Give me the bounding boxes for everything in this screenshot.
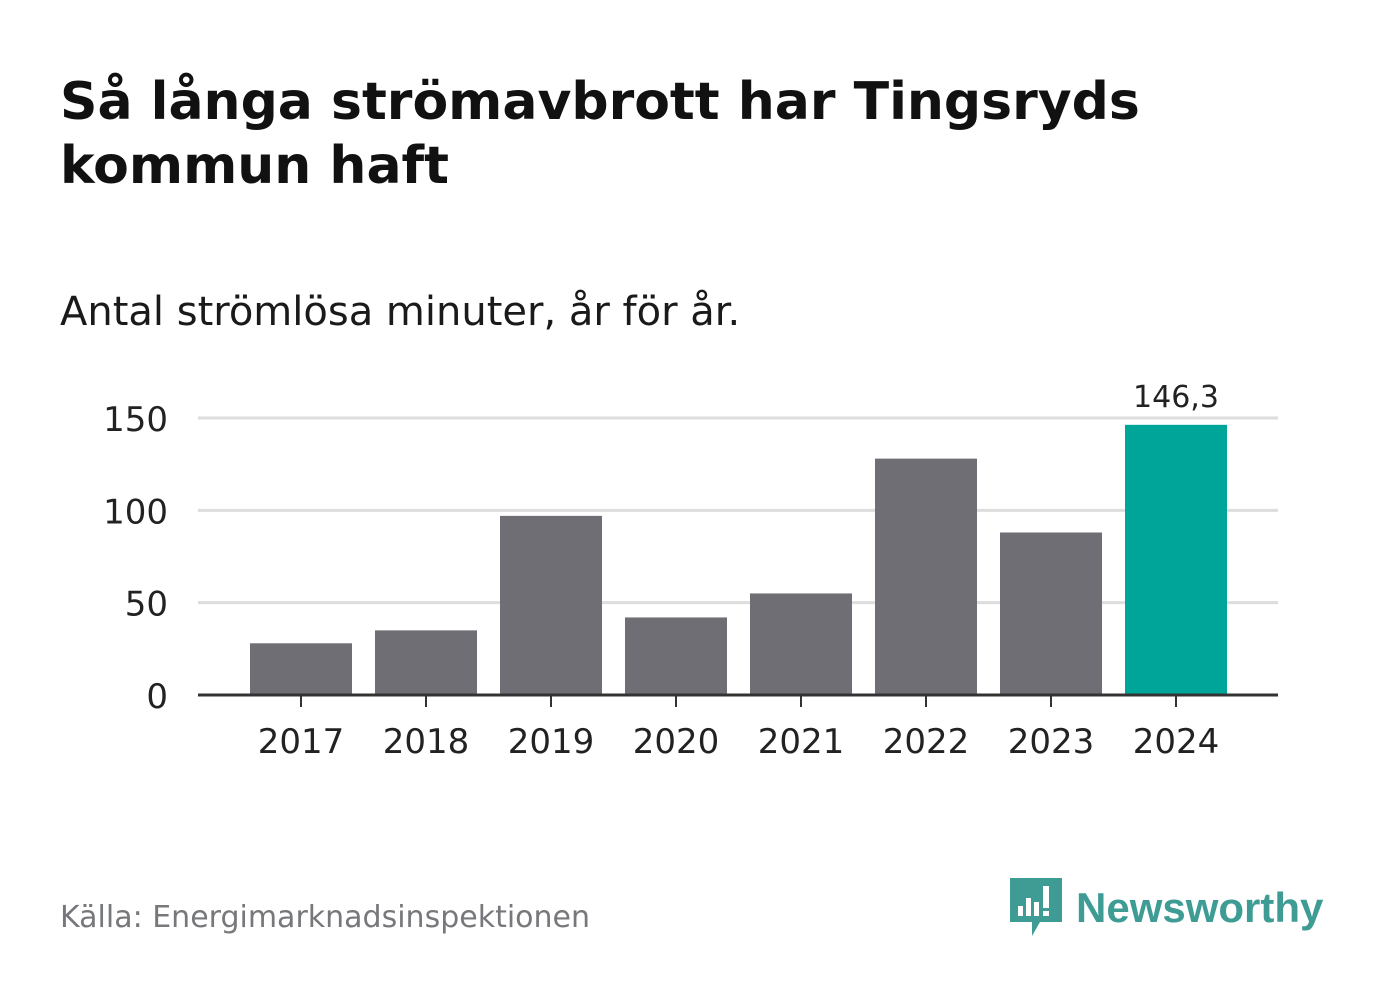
bars	[250, 424, 1227, 695]
y-tick-label: 0	[146, 677, 168, 717]
y-tick-label: 150	[103, 400, 168, 440]
x-tick-label: 2023	[1008, 722, 1095, 762]
x-tick-label: 2021	[758, 722, 845, 762]
x-tick-label: 2017	[258, 722, 345, 762]
bar-2024	[1125, 424, 1227, 695]
bar-2018	[375, 630, 477, 695]
bar-2019	[500, 515, 602, 695]
x-tick-label: 2019	[508, 722, 595, 762]
x-tick-label: 2024	[1133, 722, 1220, 762]
bar-2022	[875, 458, 977, 695]
gridlines	[198, 416, 1278, 605]
axis-ticks	[198, 693, 1278, 707]
x-tick-label: 2018	[383, 722, 470, 762]
bar-2020	[625, 617, 727, 695]
x-tick-label: 2020	[633, 722, 720, 762]
data-label: 146,3	[1133, 380, 1219, 415]
labels: 0 50 100 150 2017 2018 2019 2020 2021 2022 2023 202…	[103, 380, 1219, 762]
brand-name: Newsworthy	[1076, 884, 1324, 931]
brand-logo: Newsworthy	[1010, 878, 1323, 938]
bar-2021	[750, 593, 852, 695]
y-tick-label: 50	[125, 585, 168, 625]
x-tick-label: 2022	[883, 722, 970, 762]
newsworthy-logo-icon	[1010, 878, 1062, 936]
bar-2023	[1000, 532, 1102, 695]
chart-title: Så långa strömavbrott har Tingsryds komm…	[60, 72, 1140, 196]
y-tick-label: 100	[103, 492, 168, 532]
bar-2017	[250, 643, 352, 695]
bar-chart: 0 50 100 150 2017 2018 2019 2020 2021 2022 2023 202…	[103, 380, 1278, 762]
source-note: Källa: Energimarknadsinspektionen	[60, 900, 591, 935]
chart-subtitle: Antal strömlösa minuter, år för år.	[60, 289, 741, 335]
